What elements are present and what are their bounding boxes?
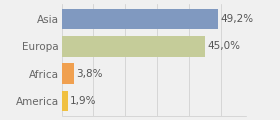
Text: 3,8%: 3,8% <box>76 69 103 79</box>
Bar <box>62 36 205 57</box>
Bar <box>62 91 68 111</box>
Text: 49,2%: 49,2% <box>221 14 254 24</box>
Bar <box>62 9 218 29</box>
Text: 45,0%: 45,0% <box>207 41 241 51</box>
Text: 1,9%: 1,9% <box>70 96 97 106</box>
Bar <box>62 63 74 84</box>
